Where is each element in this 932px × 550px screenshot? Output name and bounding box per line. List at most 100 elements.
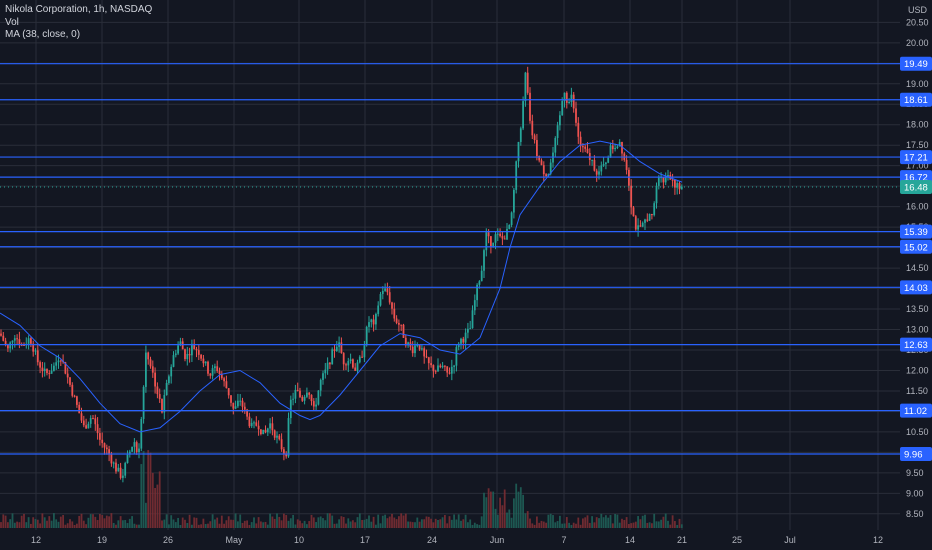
volume-bar: [457, 514, 460, 528]
volume-bar: [262, 522, 265, 528]
candle-body: [135, 442, 138, 453]
volume-bar: [310, 514, 313, 528]
candle-body: [34, 350, 37, 352]
level-badge-label: 14.03: [904, 283, 928, 294]
x-tick-label: 25: [732, 535, 742, 545]
volume-bar: [105, 515, 108, 528]
volume-bar: [372, 516, 375, 528]
candle-body: [53, 365, 55, 371]
volume-bar: [161, 520, 163, 528]
candle-body: [554, 137, 557, 153]
volume-bar: [218, 523, 221, 528]
volume-bar: [377, 514, 380, 528]
x-tick-label: 7: [561, 535, 566, 545]
candle-body: [545, 174, 547, 177]
candle-body: [510, 212, 513, 226]
volume-bar: [473, 522, 476, 528]
candle-body: [354, 367, 357, 371]
volume-bar: [568, 522, 570, 528]
volume-bar: [177, 517, 179, 528]
volume-bar: [651, 523, 653, 528]
candle-body: [163, 395, 166, 413]
candle-body: [529, 92, 531, 121]
volume-bar: [577, 517, 580, 528]
candle-body: [172, 355, 175, 367]
candle-body: [630, 185, 633, 208]
candle-body: [425, 356, 428, 358]
volume-bar: [522, 494, 524, 528]
candle-body: [595, 170, 598, 175]
candle-body: [329, 362, 331, 365]
volume-bar: [140, 464, 143, 528]
volume-bar: [485, 497, 488, 528]
level-badge: [900, 92, 932, 107]
currency-label: USD: [908, 5, 928, 15]
candle-body: [303, 396, 306, 401]
volume-bar: [554, 522, 557, 528]
candle-body: [128, 451, 131, 455]
candle-body: [427, 357, 430, 364]
candle-body: [41, 367, 44, 372]
candle-body: [430, 363, 432, 366]
volume-bar: [230, 519, 232, 528]
level-badge: [900, 56, 932, 71]
candle-body: [556, 125, 559, 138]
candle-body: [462, 338, 465, 343]
volume-bar: [306, 524, 308, 528]
candle-body: [618, 142, 621, 147]
volume-bar: [342, 516, 345, 528]
volume-bar: [308, 521, 311, 528]
volume-bar: [455, 519, 458, 528]
volume-bar: [582, 518, 584, 528]
candle-body: [448, 372, 451, 374]
candle-body: [223, 378, 225, 382]
candle-body: [411, 346, 414, 354]
volume-bar: [41, 513, 44, 528]
level-badge-label: 17.21: [904, 153, 928, 164]
volume-bar: [30, 523, 32, 528]
volume-bar: [85, 524, 87, 528]
candle-body: [653, 203, 656, 216]
x-tick-label: 24: [427, 535, 437, 545]
candle-body: [674, 179, 676, 188]
volume-bar: [73, 524, 76, 528]
candle-body: [515, 161, 518, 190]
volume-bar: [248, 524, 251, 528]
volume-bar: [365, 518, 368, 528]
volume-bar: [303, 520, 306, 528]
candle-body: [418, 345, 421, 350]
volume-bar: [375, 524, 377, 528]
candle-body: [20, 344, 23, 346]
y-tick-label: 9.00: [906, 488, 924, 498]
volume-bar: [158, 471, 161, 528]
volume-bar: [402, 515, 405, 528]
candle-body: [220, 374, 223, 379]
volume-bar: [437, 519, 439, 528]
y-tick-label: 16.00: [906, 202, 929, 212]
candle-body: [386, 288, 389, 293]
candle-body: [522, 101, 524, 129]
level-badge: [900, 280, 932, 295]
volume-bar: [483, 492, 485, 528]
y-tick-label: 19.00: [906, 79, 929, 89]
candle-body: [39, 362, 41, 368]
level-badge-label: 16.72: [904, 173, 928, 184]
candle-body: [492, 242, 495, 247]
candle-body: [197, 350, 200, 355]
candle-body: [634, 216, 637, 230]
volume-bar: [630, 523, 633, 528]
candle-body: [112, 462, 115, 464]
volume-bar: [124, 519, 127, 528]
volume-bar: [513, 498, 515, 528]
x-tick-label: May: [225, 535, 243, 545]
candle-body: [402, 324, 405, 338]
level-badge: [900, 239, 932, 254]
candle-body: [639, 225, 642, 227]
candle-body: [600, 165, 603, 172]
volume-bar: [469, 519, 472, 528]
volume-bar: [391, 513, 393, 528]
volume-bar: [319, 516, 322, 528]
